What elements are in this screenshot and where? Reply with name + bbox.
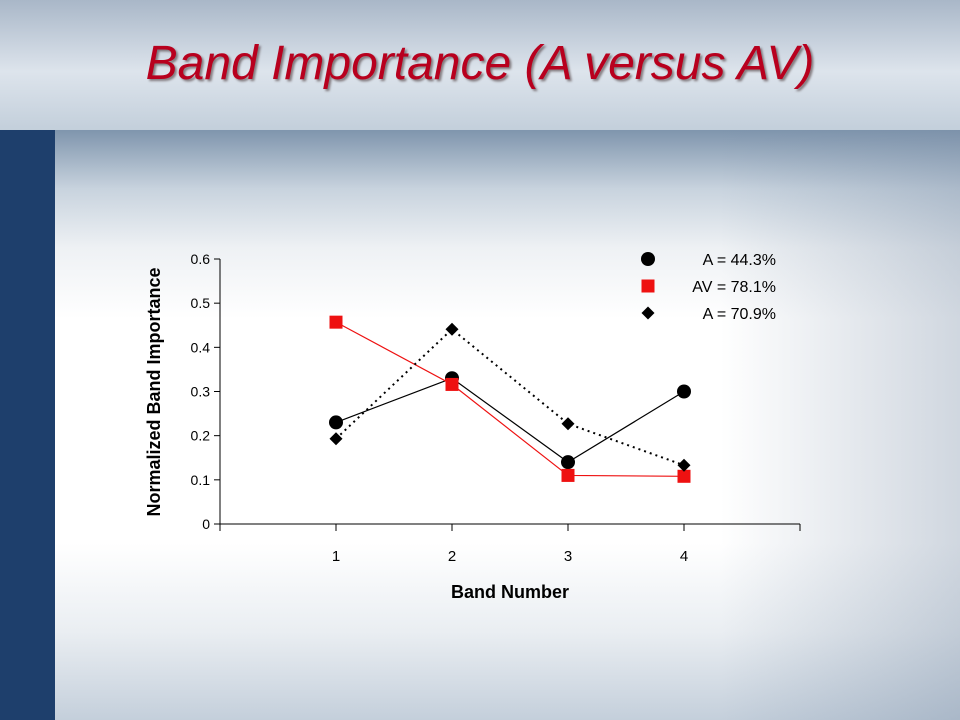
slide-title: Band Importance (A versus AV) bbox=[145, 37, 815, 90]
data-point bbox=[561, 468, 575, 482]
series-circle bbox=[329, 371, 691, 470]
series-square bbox=[329, 315, 691, 483]
x-tick-label: 2 bbox=[448, 548, 456, 565]
title-band bbox=[0, 0, 960, 130]
side-bar bbox=[0, 130, 55, 720]
series-line bbox=[335, 377, 685, 463]
x-tick-label: 1 bbox=[332, 548, 340, 565]
content-area bbox=[55, 130, 960, 720]
data-point bbox=[445, 377, 459, 391]
data-point bbox=[329, 315, 343, 329]
series-line bbox=[335, 321, 685, 477]
x-tick-label: 4 bbox=[680, 548, 688, 565]
legend-marker bbox=[641, 252, 655, 266]
data-point bbox=[677, 384, 691, 399]
data-point bbox=[329, 415, 343, 430]
data-point bbox=[677, 458, 691, 472]
y-axis-label: Normalized Band Importance bbox=[144, 267, 164, 516]
chart-legend: A = 44.3% AV = 78.1% A = 70.9% bbox=[641, 252, 776, 323]
y-tick-label: 0.6 bbox=[191, 251, 211, 267]
series-diamond bbox=[329, 322, 691, 472]
legend-label: A = 70.9% bbox=[703, 306, 776, 323]
x-tick-label: 3 bbox=[564, 548, 572, 565]
data-point bbox=[561, 455, 575, 470]
y-tick-label: 0.3 bbox=[191, 384, 211, 400]
legend-label: A = 44.3% bbox=[703, 252, 776, 269]
x-axis-label: Band Number bbox=[451, 582, 569, 602]
chart-axes: 0 0.1 0.2 0.3 0.4 0.5 0.6 1 2 3 4 bbox=[191, 251, 801, 565]
y-tick-label: 0.5 bbox=[191, 295, 211, 311]
y-tick-label: 0.1 bbox=[191, 472, 211, 488]
data-point bbox=[329, 432, 343, 446]
series-line bbox=[335, 327, 685, 467]
legend-label: AV = 78.1% bbox=[692, 279, 776, 296]
chart-series bbox=[329, 315, 691, 483]
data-point bbox=[561, 417, 575, 431]
y-tick-label: 0 bbox=[202, 516, 210, 532]
data-point bbox=[677, 469, 691, 483]
legend-marker bbox=[641, 306, 655, 320]
y-tick-label: 0.2 bbox=[191, 428, 211, 444]
legend-marker bbox=[641, 279, 655, 293]
data-point bbox=[445, 322, 459, 336]
y-tick-label: 0.4 bbox=[191, 339, 211, 355]
